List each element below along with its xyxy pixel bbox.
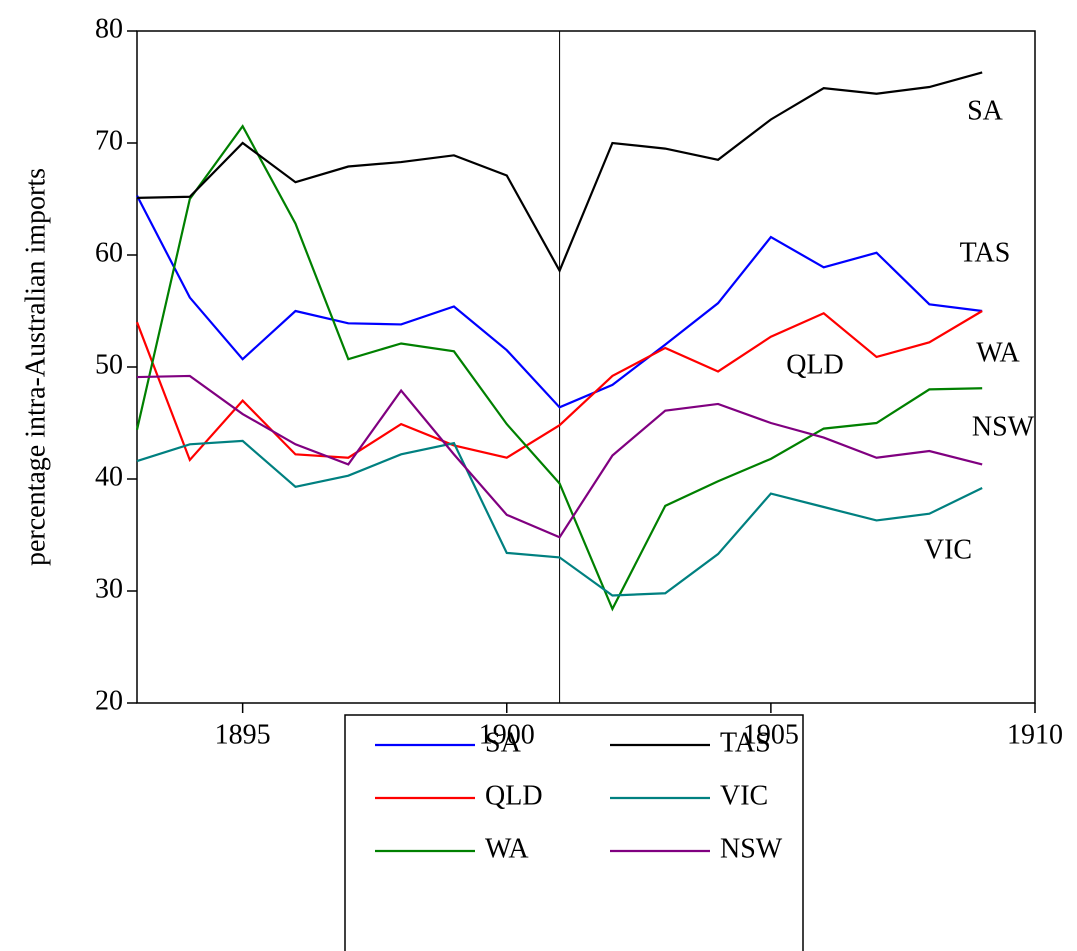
y-tick-label: 60 <box>95 237 123 268</box>
series-line <box>135 124 983 612</box>
series-line <box>136 374 983 539</box>
series-annotation: QLD <box>786 349 844 380</box>
legend-label: SA <box>485 727 522 758</box>
legend <box>344 714 804 951</box>
x-tick-label: 1895 <box>215 719 271 750</box>
legend-label: VIC <box>720 780 768 811</box>
legend-label: NSW <box>720 833 783 864</box>
series-line <box>136 439 983 597</box>
series-annotation: VIC <box>924 534 972 565</box>
x-tick-label: 1905 <box>743 719 799 750</box>
series-annotation: NSW <box>972 411 1035 442</box>
legend-label: QLD <box>485 780 543 811</box>
y-tick-label: 40 <box>95 461 123 492</box>
x-tick-label: 1900 <box>479 719 535 750</box>
series-annotation: SA <box>967 95 1004 126</box>
y-tick-label: 20 <box>95 685 123 716</box>
y-tick-label: 50 <box>95 349 123 380</box>
series-line <box>136 195 983 409</box>
legend-label: WA <box>485 833 529 864</box>
series-annotation: TAS <box>960 237 1011 268</box>
y-axis-label: percentage intra-Australian imports <box>20 168 51 566</box>
y-tick-label: 70 <box>95 125 123 156</box>
x-tick-label: 1910 <box>1007 719 1063 750</box>
plot-frame <box>136 30 1036 704</box>
series-line <box>136 71 983 274</box>
y-tick-label: 80 <box>95 13 123 44</box>
legend-label: TAS <box>720 727 771 758</box>
y-tick-label: 30 <box>95 573 123 604</box>
series-line <box>135 310 983 463</box>
series-annotation: WA <box>976 337 1020 368</box>
